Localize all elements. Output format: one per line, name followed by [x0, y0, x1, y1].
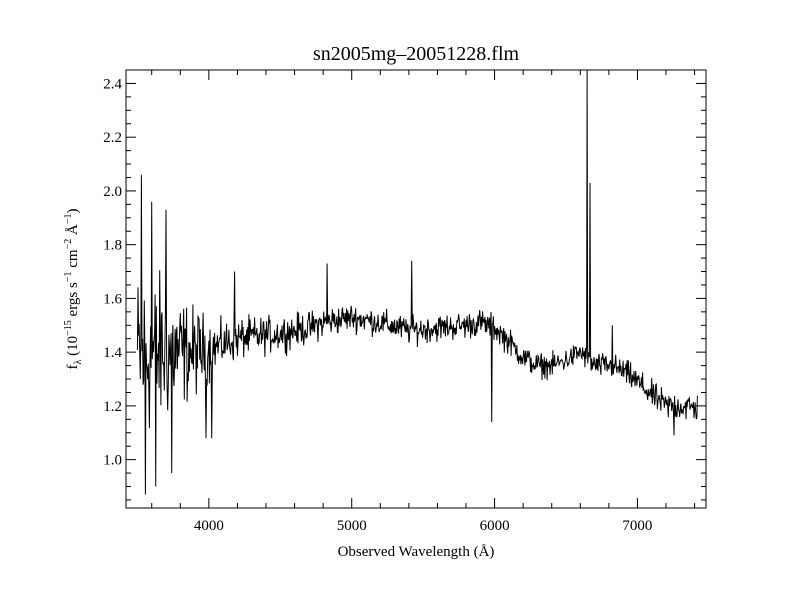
- y-tick-label: 1.6: [103, 291, 122, 307]
- y-tick-label: 1.8: [103, 238, 122, 254]
- y-tick-label: 1.4: [103, 345, 122, 361]
- x-axis-label: Observed Wavelength (Å): [338, 544, 495, 560]
- y-tick-label: 1.2: [103, 399, 122, 415]
- y-tick-label: 2.4: [103, 76, 122, 92]
- y-tick-label: 2.0: [103, 184, 122, 200]
- chart-title: sn2005mg–20051228.flm: [313, 43, 520, 65]
- x-tick-label: 6000: [480, 518, 510, 534]
- y-axis-label: fλ (10−15 ergs s−1 cm−2 Å−1): [63, 209, 84, 370]
- y-tick-label: 2.2: [103, 130, 122, 146]
- axis-tick-labels: 4000 5000 6000 7000 1.0 1.2 1.4 1.6 1.8 2.0 2.2 2.4: [103, 76, 652, 534]
- plot-frame: [125, 69, 707, 509]
- x-tick-label: 7000: [622, 518, 652, 534]
- spectrum-series-line: [136, 70, 698, 495]
- x-tick-label: 4000: [194, 518, 224, 534]
- y-tick-label: 1.0: [103, 453, 122, 469]
- x-tick-label: 5000: [337, 518, 367, 534]
- axis-ticks: [126, 69, 706, 508]
